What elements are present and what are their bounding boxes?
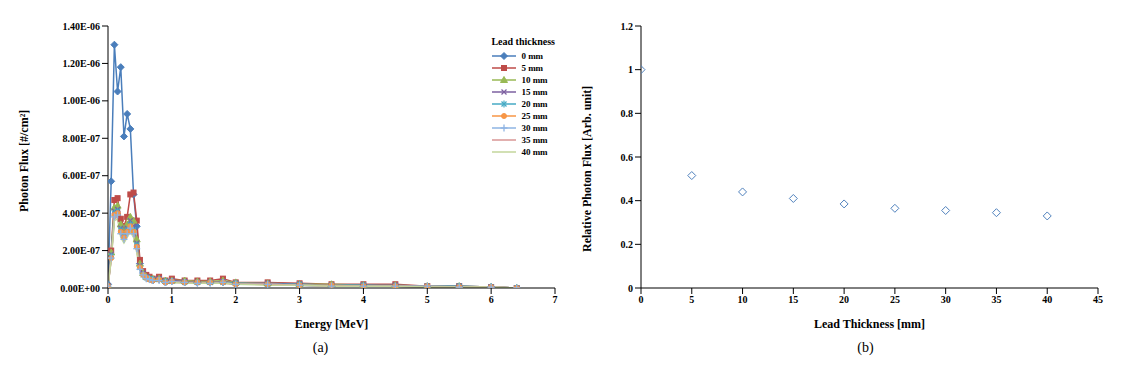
- svg-text:6: 6: [489, 294, 494, 305]
- svg-text:Energy [MeV]: Energy [MeV]: [295, 317, 369, 331]
- svg-text:7: 7: [553, 294, 558, 305]
- html-text:15 mm: 15 mm: [521, 87, 548, 97]
- svg-text:0.00E+00: 0.00E+00: [60, 283, 100, 294]
- svg-text:45: 45: [1093, 294, 1103, 305]
- svg-text:35: 35: [991, 294, 1001, 305]
- svg-text:6.00E-07: 6.00E-07: [63, 170, 101, 181]
- svg-text:0: 0: [628, 283, 633, 294]
- html-text:(a): (a): [312, 340, 329, 355]
- svg-text:Photon Flux [#/cm²]: Photon Flux [#/cm²]: [17, 110, 31, 212]
- svg-text:2.00E-07: 2.00E-07: [63, 245, 101, 256]
- svg-text:1: 1: [628, 64, 633, 75]
- svg-text:1.2: 1.2: [621, 21, 634, 32]
- svg-text:0.4: 0.4: [621, 195, 634, 206]
- svg-text:1: 1: [169, 294, 174, 305]
- html-text:5 mm: 5 mm: [521, 63, 544, 73]
- html-text:(b): (b): [857, 340, 874, 355]
- svg-text:1.20E-06: 1.20E-06: [63, 58, 101, 69]
- svg-text:5: 5: [425, 294, 430, 305]
- svg-text:0.6: 0.6: [621, 152, 634, 163]
- svg-text:10: 10: [738, 294, 748, 305]
- html-text:20 mm: 20 mm: [521, 99, 548, 109]
- html-text:Lead thickness: Lead thickness: [491, 36, 555, 47]
- svg-text:0: 0: [639, 294, 644, 305]
- svg-text:8.00E-07: 8.00E-07: [63, 133, 101, 144]
- svg-text:5: 5: [689, 294, 694, 305]
- svg-text:1.40E-06: 1.40E-06: [63, 21, 101, 32]
- svg-text:40: 40: [1042, 294, 1052, 305]
- html-text:25 mm: 25 mm: [521, 111, 548, 121]
- svg-text:0.8: 0.8: [621, 108, 634, 119]
- svg-text:0.2: 0.2: [621, 239, 634, 250]
- svg-text:4: 4: [361, 294, 366, 305]
- svg-text:30: 30: [941, 294, 951, 305]
- svg-text:2: 2: [233, 294, 238, 305]
- html-text:10 mm: 10 mm: [521, 75, 548, 85]
- svg-text:3: 3: [297, 294, 302, 305]
- svg-text:Lead Thickness [mm]: Lead Thickness [mm]: [814, 317, 925, 331]
- html-text:30 mm: 30 mm: [521, 123, 548, 133]
- svg-text:15: 15: [788, 294, 798, 305]
- svg-text:20: 20: [839, 294, 849, 305]
- html-text:40 mm: 40 mm: [521, 147, 548, 157]
- html-text:35 mm: 35 mm: [521, 135, 548, 145]
- html-text:0 mm: 0 mm: [521, 51, 544, 61]
- svg-text:4.00E-07: 4.00E-07: [63, 208, 101, 219]
- svg-text:Relative Photon Flux [Arb. uni: Relative Photon Flux [Arb. unit]: [580, 86, 594, 252]
- svg-text:0: 0: [106, 294, 111, 305]
- svg-text:1.00E-06: 1.00E-06: [63, 95, 101, 106]
- svg-text:25: 25: [890, 294, 900, 305]
